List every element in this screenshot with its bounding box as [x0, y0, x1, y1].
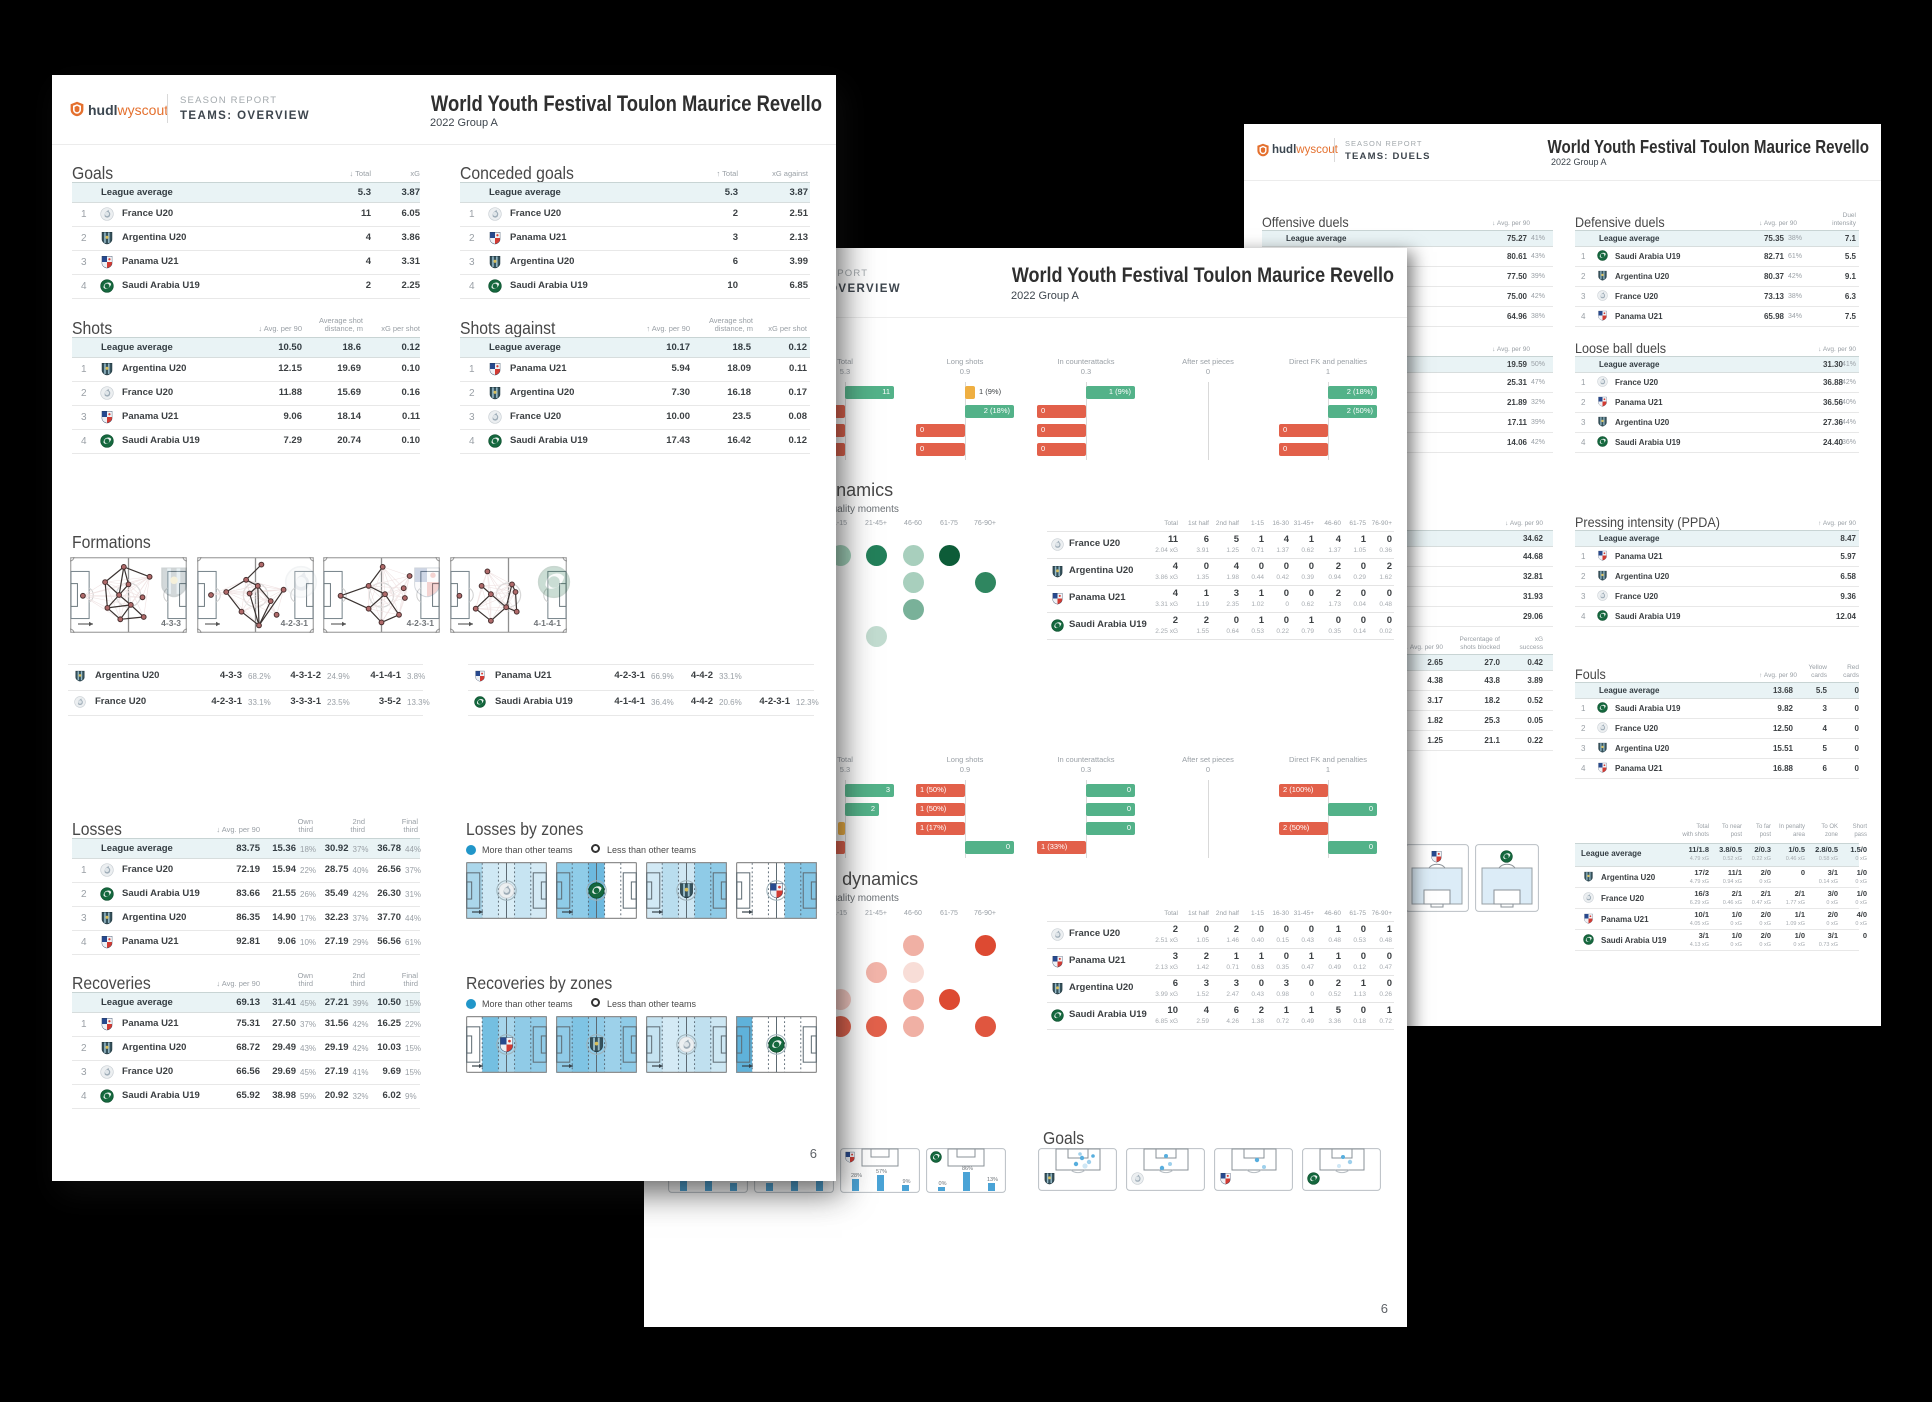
svg-text:9%: 9%	[903, 1179, 911, 1185]
svg-text:0%: 0%	[939, 1181, 947, 1187]
svg-text:13%: 13%	[987, 1177, 998, 1183]
svg-text:86%: 86%	[962, 1166, 973, 1172]
svg-text:28%: 28%	[851, 1173, 862, 1179]
svg-text:57%: 57%	[876, 1169, 887, 1175]
